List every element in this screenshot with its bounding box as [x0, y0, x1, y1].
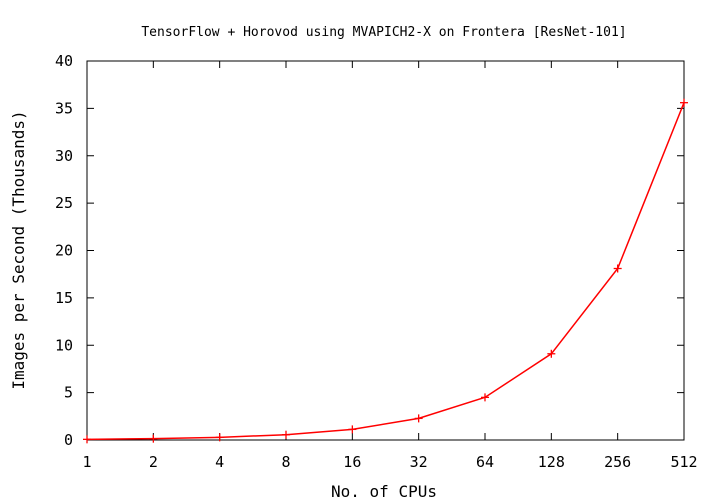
y-tick-label: 0: [64, 431, 73, 449]
data-point: [547, 349, 556, 358]
x-tick-label: 2: [149, 453, 158, 471]
y-tick-label: 25: [55, 194, 73, 212]
y-tick-label: 35: [55, 99, 73, 117]
x-axis-label: No. of CPUs: [331, 482, 437, 501]
data-point: [680, 98, 688, 107]
x-tick-label: 256: [604, 453, 631, 471]
x-tick-label: 1: [82, 453, 91, 471]
data-point: [282, 430, 290, 439]
y-tick-label: 30: [55, 147, 73, 165]
series-line: [86, 102, 685, 441]
series-layer: [83, 98, 688, 444]
x-tick-label: 8: [281, 453, 290, 471]
x-tick-label: 4: [215, 453, 224, 471]
data-point: [348, 425, 357, 434]
y-tick-label: 40: [55, 52, 73, 70]
y-axis: 0 5 10 15 20 25 30 35 40: [55, 52, 684, 449]
plot-frame: [86, 60, 685, 441]
y-tick-label: 15: [55, 289, 73, 307]
data-point: [215, 433, 224, 442]
y-tick-label: 20: [55, 242, 73, 260]
x-tick-label: 16: [343, 453, 361, 471]
data-point: [83, 435, 91, 444]
x-axis: 1 2 4 8 16 32 64 128 256 512: [82, 61, 698, 471]
data-point: [414, 414, 423, 423]
chart-title: TensorFlow + Horovod using MVAPICH2-X on…: [141, 25, 626, 40]
x-tick-label: 128: [538, 453, 565, 471]
x-tick-label: 32: [410, 453, 428, 471]
data-point: [481, 393, 489, 402]
x-tick-label: 64: [476, 453, 494, 471]
x-tick-label: 512: [670, 453, 697, 471]
y-tick-label: 10: [55, 336, 73, 354]
data-point: [149, 434, 158, 443]
y-axis-label: Images per Second (Thousands): [9, 110, 28, 389]
data-point: [613, 264, 622, 273]
y-tick-label: 5: [64, 384, 73, 402]
